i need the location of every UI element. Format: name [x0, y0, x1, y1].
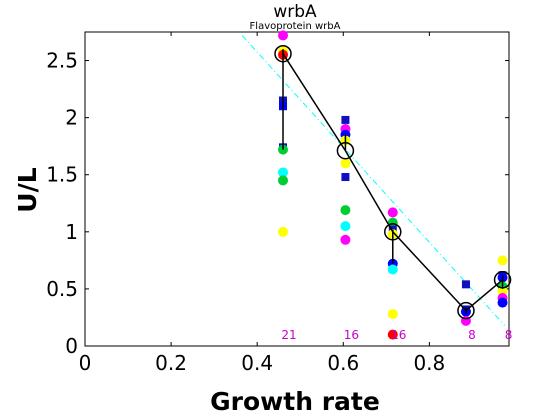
- data-point: [387, 309, 398, 320]
- x-tick-label: 0.4: [241, 351, 273, 375]
- y-tick-label: 2: [65, 106, 78, 130]
- count-label: 16: [344, 328, 359, 342]
- fit-line: [241, 35, 506, 326]
- data-point: [497, 297, 508, 308]
- data-point: [387, 264, 398, 275]
- data-point: [340, 221, 351, 232]
- data-point: [278, 175, 289, 186]
- x-tick-label: 0.6: [327, 351, 359, 375]
- data-point: [340, 158, 351, 169]
- data-point: [278, 30, 289, 41]
- data-point: [278, 226, 289, 237]
- y-axis-label: U/L: [13, 167, 42, 212]
- mean-line: [282, 53, 504, 312]
- data-point: [497, 286, 508, 297]
- y-tick-label: 1: [65, 220, 78, 244]
- mean-marker: [493, 271, 512, 289]
- data-point: [340, 205, 351, 216]
- chart-title: wrbA: [273, 2, 317, 22]
- x-tick-label: 0.8: [413, 351, 445, 375]
- mean-marker: [457, 301, 475, 320]
- count-label: 8: [468, 328, 476, 342]
- y-tick-label: 2.5: [46, 49, 78, 73]
- axes-frame: [84, 31, 510, 347]
- data-point: [278, 167, 289, 178]
- mean-marker: [274, 44, 292, 63]
- data-point-square: [341, 173, 350, 182]
- x-tick-label: 0: [79, 351, 92, 375]
- data-point-square: [461, 280, 470, 289]
- plot-area: 0 0.2 0.4 0.6 0.8 0 0.5 1 1.5 2 2.5 21 16 16 8 8: [46, 30, 512, 375]
- count-label: 8: [505, 328, 513, 342]
- data-point: [340, 234, 351, 245]
- data-point: [497, 255, 508, 266]
- chart-subtitle: Flavoprotein wrbA: [250, 21, 341, 32]
- y-tick-label: 0: [65, 334, 78, 358]
- data-point-square: [341, 115, 350, 124]
- y-tick-label: 1.5: [46, 163, 78, 187]
- mean-marker: [384, 223, 402, 241]
- data-point: [387, 329, 398, 340]
- mean-marker: [336, 141, 355, 160]
- data-point: [387, 207, 398, 218]
- x-tick-label: 0.2: [155, 351, 187, 375]
- x-axis-label: Growth rate: [210, 387, 380, 416]
- count-label: 16: [391, 328, 406, 342]
- y-tick-label: 0.5: [46, 277, 78, 301]
- count-label: 21: [281, 328, 296, 342]
- data-point: [387, 217, 398, 228]
